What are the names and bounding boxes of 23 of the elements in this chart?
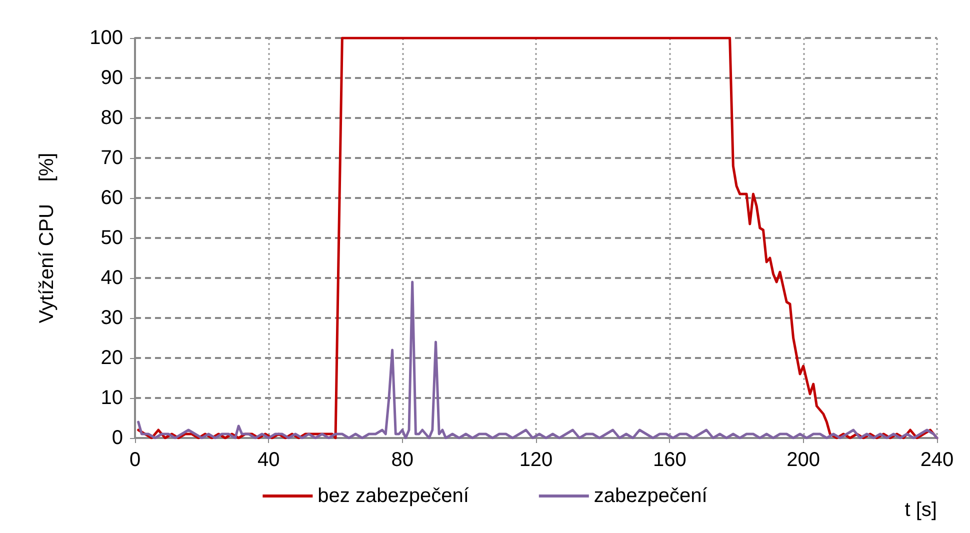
y-tick-label: 70 [100,147,123,169]
x-tick-label: 200 [786,449,820,471]
x-tick-label: 0 [129,449,141,471]
line-series [137,280,938,440]
y-tick-label: 100 [90,27,123,49]
y-tick-label: 80 [100,107,123,129]
y-axis-title: Vytížení CPU [%] [36,152,58,324]
x-tick-label: 40 [258,449,280,471]
y-tick-label: 10 [100,387,123,409]
y-tick-label: 20 [100,347,123,369]
y-tick-label: 40 [100,267,123,289]
y-tick-label: 0 [112,427,123,449]
x-tick-label: 160 [652,449,686,471]
legend-label: bez zabezpečení [318,485,470,507]
x-tick-label: 240 [920,449,954,471]
x-tick-label: 80 [391,449,414,471]
y-tick-label: 90 [100,67,123,89]
x-tick-label: 120 [519,449,553,471]
legend-label: zabezpečení [594,485,708,507]
y-tick-label: 60 [100,187,123,209]
x-axis-title: t [s] [904,499,937,521]
y-tick-label: 30 [100,307,123,329]
y-tick-label: 50 [100,227,123,249]
